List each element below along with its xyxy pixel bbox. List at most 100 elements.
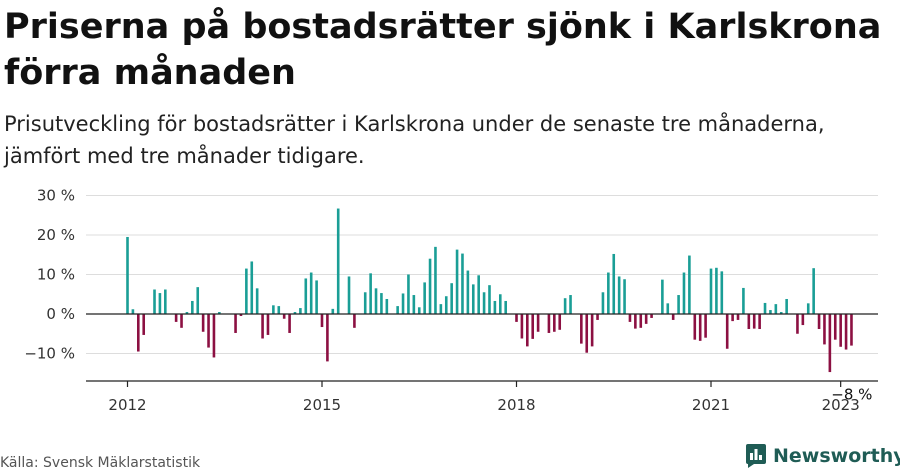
bar xyxy=(715,267,718,314)
bar xyxy=(142,314,146,335)
bar xyxy=(758,314,761,330)
x-tick-label: 2015 xyxy=(303,396,341,414)
bar xyxy=(164,289,167,314)
bar xyxy=(396,306,399,314)
bar xyxy=(218,312,221,314)
bar xyxy=(742,287,745,314)
bar xyxy=(363,292,367,314)
bar xyxy=(239,314,243,316)
bar xyxy=(677,295,680,314)
bar xyxy=(255,288,259,314)
bar xyxy=(617,276,621,314)
bar xyxy=(158,293,162,314)
y-tick-label: −10 % xyxy=(24,345,75,363)
bar xyxy=(201,314,205,332)
bar xyxy=(261,314,264,339)
bar xyxy=(682,272,686,314)
bar xyxy=(731,314,734,322)
bar xyxy=(207,314,210,348)
bar xyxy=(272,305,275,314)
y-tick-label: 0 % xyxy=(46,305,75,323)
bar xyxy=(131,309,135,314)
bar xyxy=(482,292,486,314)
chart-title: Priserna på bostadsrätter sjönk i Karlsk… xyxy=(4,7,882,93)
bar xyxy=(580,314,583,344)
bar xyxy=(477,275,480,314)
bar xyxy=(196,287,200,314)
bar xyxy=(309,272,313,314)
bar xyxy=(450,283,453,314)
bar xyxy=(833,314,837,340)
newsworthy-logo: Newsworthy xyxy=(745,442,900,470)
bar xyxy=(153,289,156,314)
bar-chart: 30 % 20 % 10 % 0 % −10 % 2012 2015 2018 2021 2023… xyxy=(24,187,878,414)
bar xyxy=(385,298,389,314)
bar xyxy=(844,314,848,350)
bar xyxy=(596,314,599,320)
bar xyxy=(661,279,664,314)
bar xyxy=(709,268,713,314)
bar xyxy=(558,314,562,330)
bar xyxy=(212,314,216,358)
bar xyxy=(639,314,643,328)
bar xyxy=(455,249,459,314)
bar xyxy=(126,236,129,314)
bar xyxy=(526,314,529,347)
bar xyxy=(304,278,308,314)
bar xyxy=(634,314,637,329)
bar xyxy=(553,314,556,332)
bar xyxy=(444,296,448,314)
bar xyxy=(644,314,648,324)
chart-subtitle: Prisutveckling för bostadsrätter i Karls… xyxy=(4,112,825,168)
bar xyxy=(493,300,497,314)
bar xyxy=(347,276,351,314)
bar xyxy=(434,246,437,314)
bar xyxy=(428,258,432,314)
bar xyxy=(850,314,853,346)
bar xyxy=(515,314,518,322)
bar xyxy=(650,314,653,318)
bar xyxy=(585,314,589,353)
bar xyxy=(666,303,670,314)
bar xyxy=(282,314,286,319)
bar xyxy=(590,314,594,347)
bar xyxy=(806,303,810,314)
bar xyxy=(174,314,178,322)
bar xyxy=(336,208,340,314)
bar xyxy=(180,314,183,328)
bar xyxy=(461,253,464,314)
bar xyxy=(401,293,405,314)
bar xyxy=(320,314,324,328)
bar xyxy=(412,295,416,314)
bar xyxy=(698,314,702,341)
x-tick-label: 2018 xyxy=(497,396,535,414)
bar xyxy=(612,253,616,314)
bar xyxy=(688,255,691,314)
bar xyxy=(823,314,826,345)
x-tick-label: 2012 xyxy=(108,396,146,414)
source-note: Källa: Svensk Mäklarstatistik xyxy=(0,455,201,471)
bar xyxy=(266,314,270,335)
bar xyxy=(801,314,805,326)
bar xyxy=(504,300,507,314)
bar xyxy=(288,314,291,333)
bar xyxy=(817,314,821,330)
bar xyxy=(828,314,832,373)
bar xyxy=(423,282,426,314)
x-tick-label: 2023 xyxy=(822,396,860,414)
bar xyxy=(353,314,356,328)
bar xyxy=(607,272,610,314)
bar xyxy=(234,314,237,333)
bar xyxy=(774,304,778,314)
bar xyxy=(374,288,378,314)
bar xyxy=(277,306,281,314)
bar xyxy=(536,314,540,332)
bar xyxy=(796,314,799,334)
y-tick-label: 20 % xyxy=(37,226,75,244)
x-tick-label: 2021 xyxy=(692,396,730,414)
bar xyxy=(623,279,626,314)
logo-text: Newsworthy xyxy=(773,445,900,467)
bar xyxy=(763,302,767,314)
bar xyxy=(736,314,740,320)
bar xyxy=(628,314,632,322)
